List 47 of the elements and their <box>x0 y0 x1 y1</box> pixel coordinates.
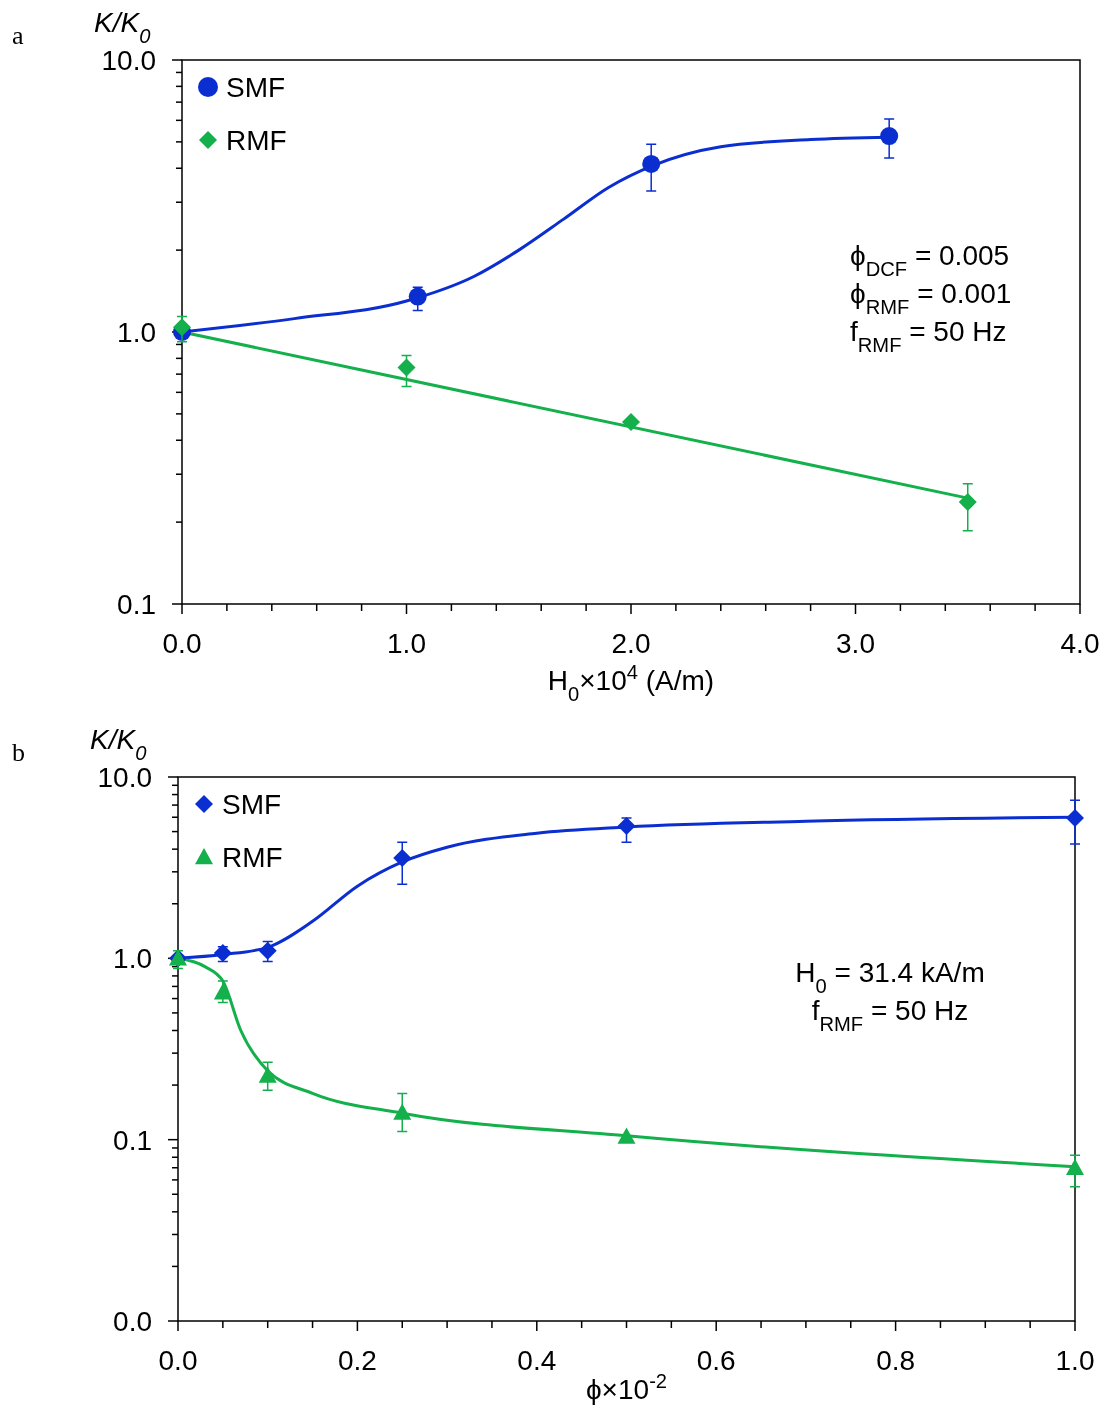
y-tick-label: 1.0 <box>113 943 152 975</box>
legend-label: SMF <box>222 789 282 820</box>
y-tick-label: 0.1 <box>113 1124 152 1156</box>
point <box>617 1127 636 1144</box>
x-tick-label: 0.8 <box>876 1345 916 1376</box>
y-tick-label: 10.0 <box>101 45 156 76</box>
annotation: H$_{0}$ = 31.4 kA/m <box>795 957 985 997</box>
point <box>880 127 899 146</box>
legend-label: RMF <box>222 842 283 873</box>
x-tick-label: 3.0 <box>836 628 875 659</box>
y-axis-title: K/K$_{0}$ <box>94 7 152 47</box>
point <box>642 154 661 173</box>
x-tick-label: 1.0 <box>387 628 426 659</box>
point <box>617 817 636 836</box>
y-tick-label: 1.0 <box>117 317 156 348</box>
text: a <box>12 21 24 50</box>
y-tick-label: 10.0 <box>97 762 152 793</box>
annotation: f$_{RMF}$ = 50 Hz <box>811 995 969 1035</box>
point <box>393 1103 412 1120</box>
x-axis-title: H$_{0}$×10$^{4}$ (A/m) <box>547 661 715 705</box>
annotation: ϕ$_{RMF}$ = 0.001 <box>850 278 1012 318</box>
x-tick-label: 4.0 <box>1060 628 1100 659</box>
annotation: ϕ$_{DCF}$ = 0.005 <box>850 240 1010 280</box>
x-axis-title: ϕ×10$^{-2}$ <box>585 1370 668 1405</box>
x-tick-label: 2.0 <box>611 628 651 659</box>
point <box>397 358 416 377</box>
x-tick-label: 0.2 <box>337 1345 377 1376</box>
x-tick-label: 1.0 <box>1055 1345 1095 1376</box>
point <box>958 493 977 512</box>
annotation: f$_{RMF}$ = 50 Hz <box>850 316 1007 356</box>
x-tick-label: 0.4 <box>517 1345 557 1376</box>
x-tick-label: 0.0 <box>158 1345 198 1376</box>
legend-label: RMF <box>226 125 287 156</box>
point <box>1066 809 1084 828</box>
point <box>408 287 427 306</box>
point <box>393 849 412 868</box>
point <box>258 1066 277 1083</box>
point <box>622 412 640 431</box>
y-tick-label: 0.0 <box>113 1306 152 1337</box>
x-tick-label: 0.6 <box>696 1345 736 1376</box>
y-tick-label: 0.1 <box>117 589 156 620</box>
text: b <box>12 738 25 767</box>
y-axis-title: K/K$_{0}$ <box>90 724 148 764</box>
legend-label: SMF <box>226 72 286 103</box>
x-tick-label: 0.0 <box>162 628 202 659</box>
point <box>1066 1158 1084 1175</box>
point <box>213 983 232 1000</box>
